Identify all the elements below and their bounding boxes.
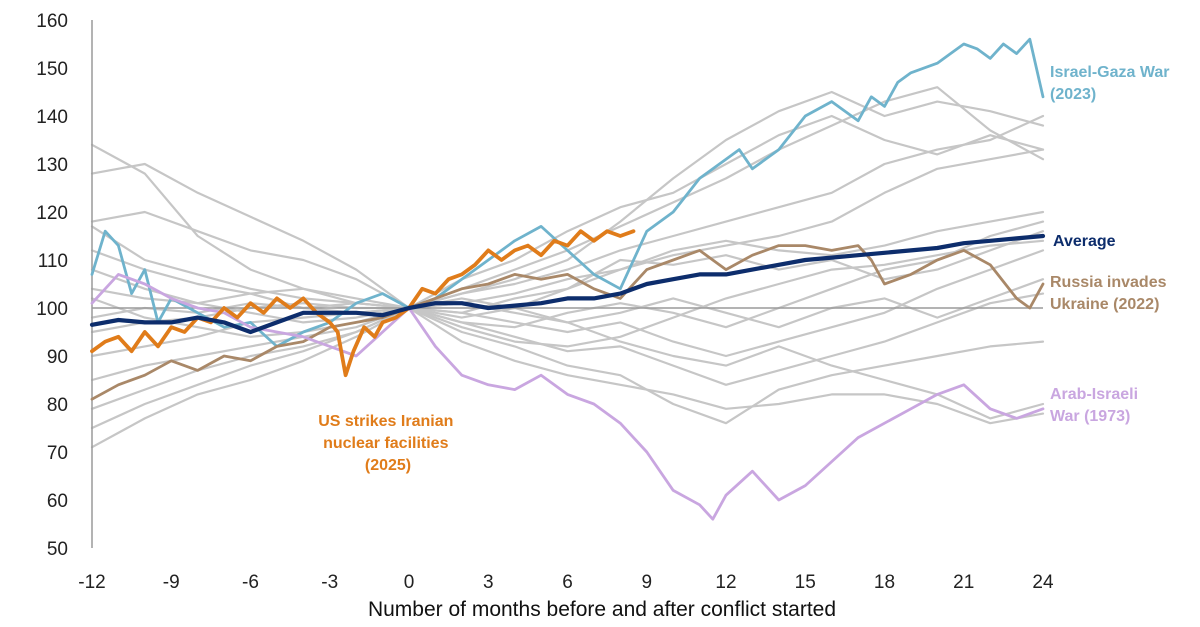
series-line-russia-ukraine <box>90 244 1045 401</box>
series-label-average: Average <box>1053 233 1116 250</box>
series-line-us-iran <box>90 229 636 378</box>
series-label-us-iran: US strikes Iranian nuclear facilities (2… <box>318 413 458 474</box>
x-tick-label-18: 18 <box>874 572 895 593</box>
series-label-israel-gaza-line-2: (2023) <box>1050 86 1096 103</box>
series-label-arab-israeli: Arab-Israeli War (1973) <box>1050 386 1143 425</box>
x-axis-title: Number of months before and after confli… <box>368 598 836 621</box>
axes-group <box>91 20 1043 548</box>
x-tick-label-minus-9: -9 <box>163 572 180 593</box>
series-label-arab-israeli-line-2: War (1973) <box>1050 408 1130 425</box>
x-tick-label-24: 24 <box>1032 572 1054 593</box>
y-tick-label-70: 70 <box>47 443 68 464</box>
x-tick-label-9: 9 <box>641 572 652 593</box>
x-tick-label-21: 21 <box>953 572 974 593</box>
y-tick-label-130: 130 <box>36 155 68 176</box>
series-label-us-iran-line-3: (2025) <box>365 457 411 474</box>
series-label-arab-israeli-line-1: Arab-Israeli <box>1050 386 1138 403</box>
background-series-line-4 <box>90 114 1045 310</box>
background-series-line-11 <box>90 292 1045 410</box>
background-series-line-12 <box>90 306 1045 430</box>
x-tick-label-minus-6: -6 <box>242 572 259 593</box>
x-tick-label-6: 6 <box>562 572 573 593</box>
x-tick-label-3: 3 <box>483 572 494 593</box>
background-series-line-1 <box>90 90 1045 310</box>
y-tick-label-160: 160 <box>36 11 68 32</box>
y-tick-label-80: 80 <box>47 395 68 416</box>
series-label-russia-ukraine-line-1: Russia invades <box>1050 274 1167 291</box>
series-label-russia-ukraine: Russia invades Ukraine (2022) <box>1050 274 1171 313</box>
x-tick-label-minus-3: -3 <box>321 572 338 593</box>
series-label-average-line-1: Average <box>1053 233 1116 250</box>
x-tick-label-12: 12 <box>715 572 736 593</box>
y-tick-label-100: 100 <box>36 299 68 320</box>
y-tick-label-140: 140 <box>36 107 68 128</box>
series-line-arab-israeli <box>90 273 1045 521</box>
x-tick-label-0: 0 <box>404 572 415 593</box>
series-label-us-iran-line-2: nuclear facilities <box>323 435 448 452</box>
background-series-line-15 <box>90 268 1045 329</box>
x-tick-label-15: 15 <box>795 572 816 593</box>
y-tick-label-120: 120 <box>36 203 68 224</box>
x-tick-labels: -12 -9 -6 -3 0 3 6 9 12 15 18 21 24 <box>78 572 1054 593</box>
y-tick-label-110: 110 <box>38 251 68 272</box>
background-series-line-2 <box>90 114 1045 310</box>
y-tick-labels: 50 60 70 80 90 100 110 120 130 140 150 160 <box>36 11 68 560</box>
background-series-group <box>90 86 1045 449</box>
y-tick-label-150: 150 <box>36 59 68 80</box>
background-series-line-10 <box>90 249 1045 382</box>
series-label-russia-ukraine-line-2: Ukraine (2022) <box>1050 296 1159 313</box>
x-tick-label-minus-12: -12 <box>78 572 105 593</box>
y-tick-label-50: 50 <box>47 539 68 560</box>
series-label-israel-gaza: Israel-Gaza War (2023) <box>1050 64 1174 103</box>
highlighted-series-group <box>89 37 1046 521</box>
y-tick-label-90: 90 <box>47 347 68 368</box>
series-label-israel-gaza-line-1: Israel-Gaza War <box>1050 64 1169 81</box>
series-line-average <box>89 233 1046 335</box>
series-label-us-iran-line-1: US strikes Iranian <box>318 413 453 430</box>
series-labels: Israel-Gaza War (2023) Average Russia in… <box>318 64 1174 474</box>
background-series-line-13 <box>90 306 1045 449</box>
y-tick-label-60: 60 <box>47 491 68 512</box>
